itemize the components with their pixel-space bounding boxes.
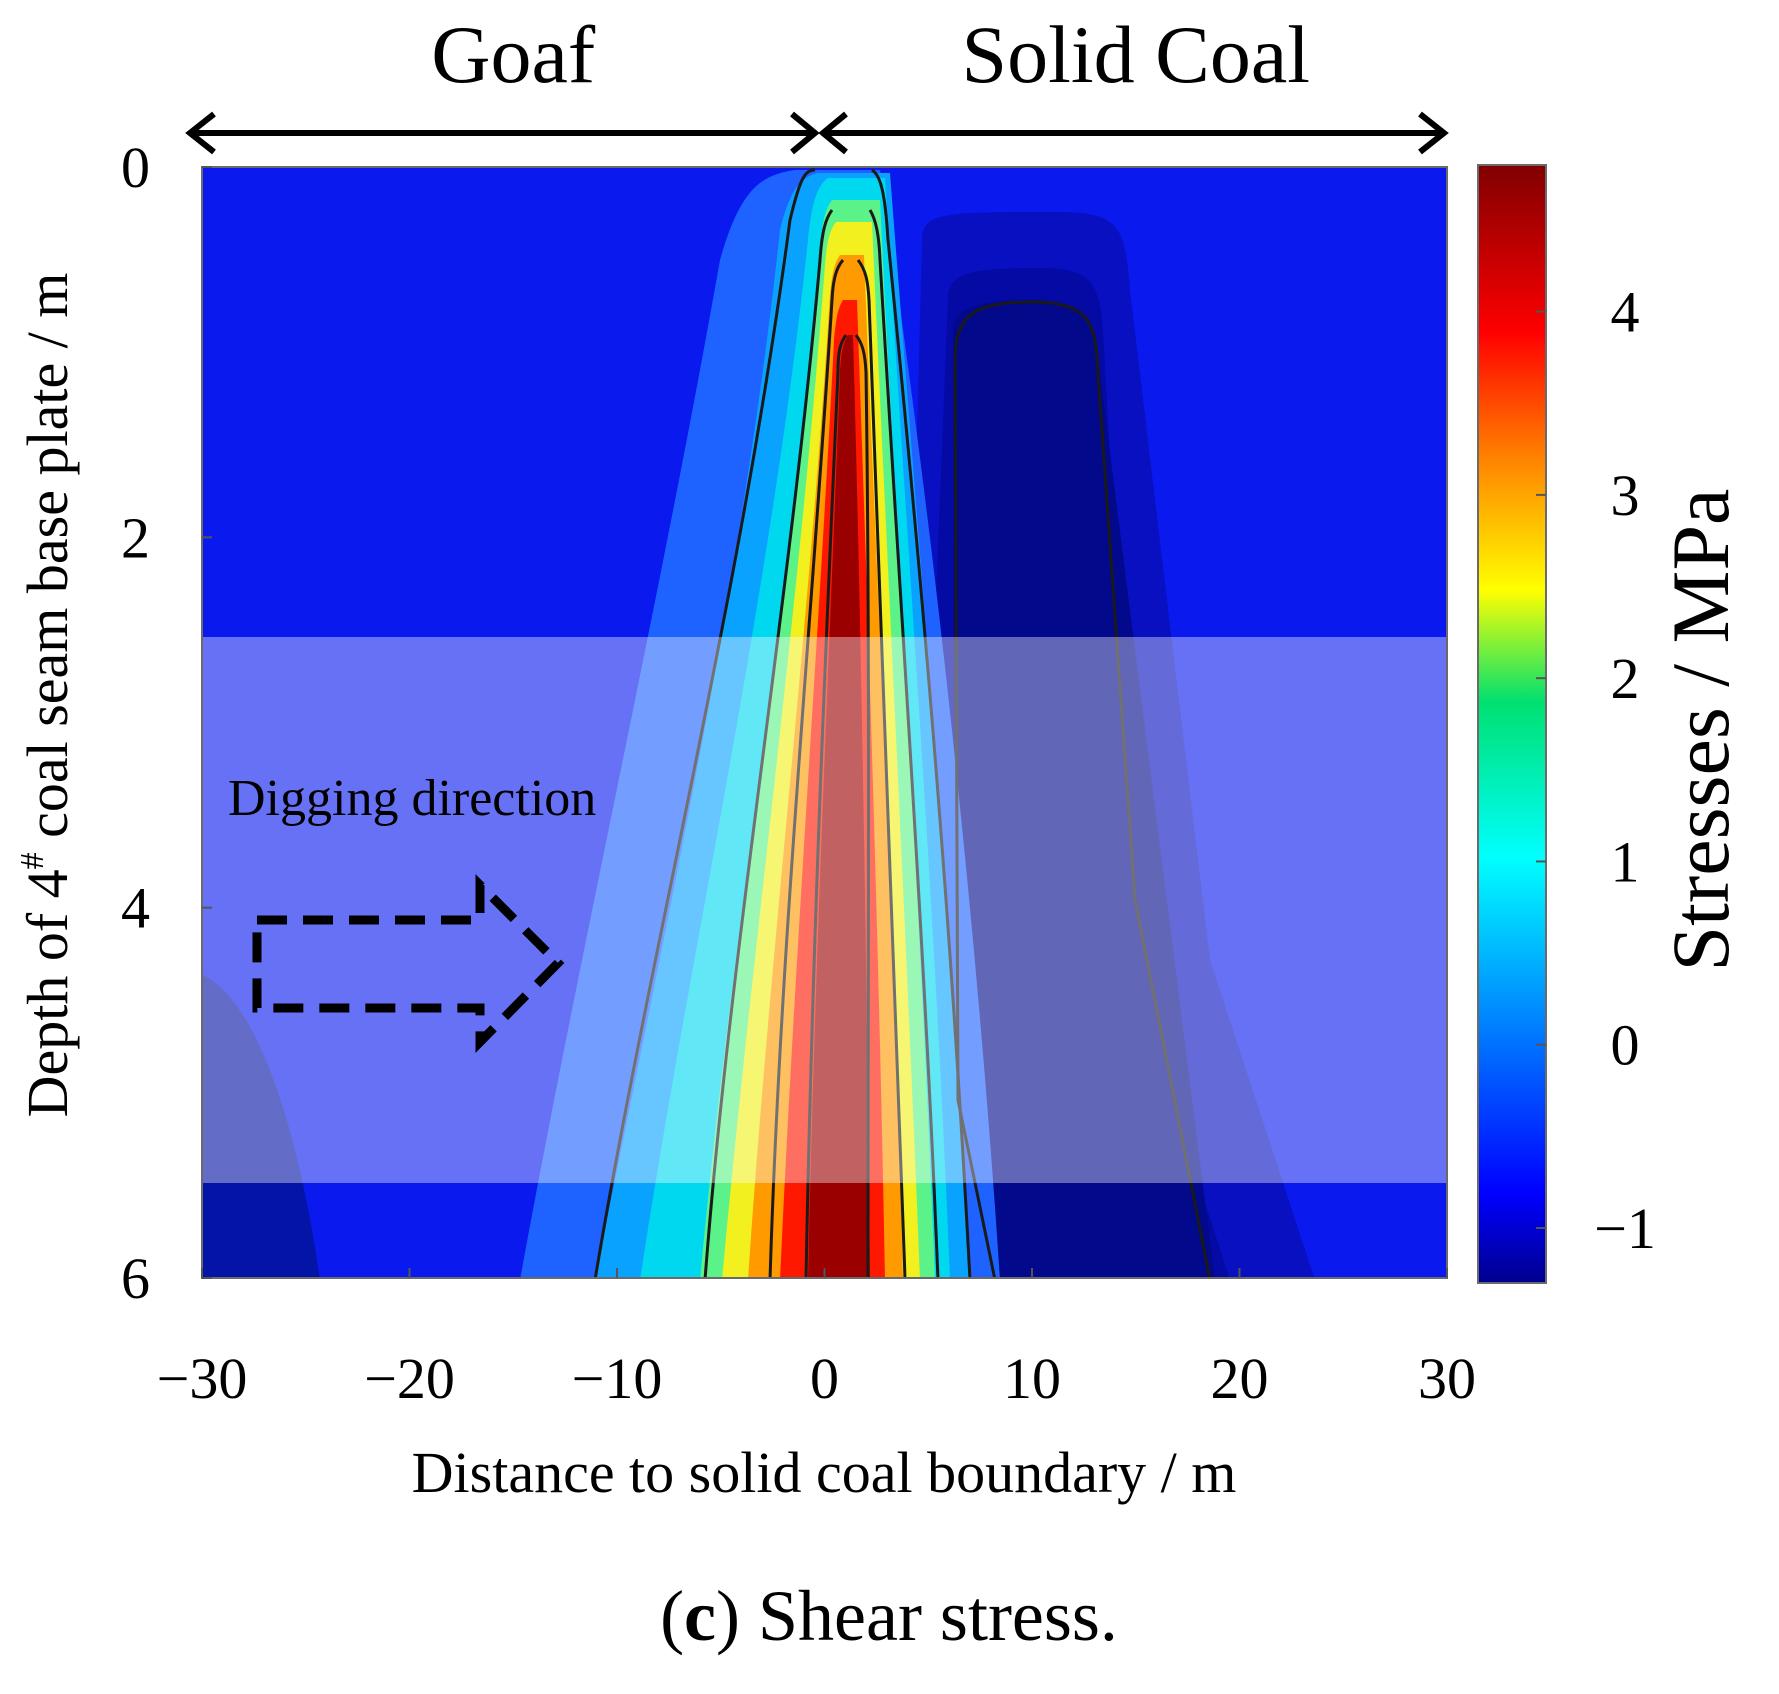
- contour-line-low: [953, 300, 1212, 1278]
- region-arrows: [185, 111, 1449, 155]
- y-label-superscript: #: [14, 852, 51, 869]
- x-tick-label: 0: [810, 1346, 839, 1411]
- colorbar-tick-label: 3: [1611, 463, 1640, 528]
- y-tick-label: 2: [121, 505, 150, 570]
- y-axis-label: Depth of 4# coal seam base plate / m: [14, 273, 80, 1118]
- colorbar-label: Stresses / MPa: [1655, 489, 1746, 972]
- contour-lines: [593, 168, 1212, 1278]
- x-tick-label: 30: [1418, 1346, 1476, 1411]
- y-tick-label: 0: [121, 135, 150, 200]
- solid-coal-range-arrow: [818, 111, 1449, 155]
- x-tick-label: 10: [1003, 1346, 1061, 1411]
- contour-line-mid: [703, 209, 940, 1278]
- solid-coal-label: Solid Coal: [961, 9, 1310, 100]
- x-tick-label: −30: [157, 1346, 248, 1411]
- contour-line-outer: [593, 168, 816, 1278]
- colorbar-tick-label: 2: [1611, 646, 1640, 711]
- colorbar-tick-label: 1: [1611, 829, 1640, 894]
- caption-panel-label: c: [684, 1576, 716, 1656]
- y-label-prefix: Depth of 4: [15, 869, 80, 1117]
- x-tick-label: −20: [364, 1346, 455, 1411]
- x-tick-label: 20: [1211, 1346, 1269, 1411]
- digging-direction-label: Digging direction: [228, 770, 596, 827]
- highlight-band: [202, 637, 1447, 1183]
- x-axis-label: Distance to solid coal boundary / m: [412, 1440, 1237, 1505]
- colorbar-tick-label: 4: [1611, 280, 1640, 345]
- x-tick-label: −10: [572, 1346, 663, 1411]
- digging-direction-arrow: [252, 874, 565, 1053]
- contour-line-inner: [768, 259, 907, 1278]
- stress-band-peak: [808, 335, 870, 1278]
- y-label-suffix: coal seam base plate / m: [15, 273, 80, 853]
- caption-text: Shear stress.: [758, 1576, 1118, 1656]
- colorbar-tick-label: −1: [1594, 1196, 1656, 1261]
- low-stress-inner-zone: [953, 300, 1215, 1278]
- colorbar-tick-label: 0: [1611, 1013, 1640, 1078]
- colorbar-ticks: −1 0 1 2 3 4: [1536, 280, 1656, 1261]
- plot-area: [202, 167, 1447, 1278]
- goaf-range-arrow: [185, 111, 820, 155]
- goaf-label: Goaf: [431, 9, 596, 100]
- dark-zone-bottom-left: [202, 975, 320, 1278]
- y-tick-label: 4: [121, 876, 150, 941]
- x-axis-ticks: −30 −20 −10 0 10 20 30: [157, 1268, 1476, 1411]
- contour-line-peak: [804, 334, 870, 1278]
- y-axis-ticks: 0 2 4 6: [121, 135, 212, 1311]
- figure-caption: (c) Shear stress.: [660, 1576, 1118, 1656]
- y-tick-label: 6: [121, 1246, 150, 1311]
- colorbar: [1477, 164, 1547, 1284]
